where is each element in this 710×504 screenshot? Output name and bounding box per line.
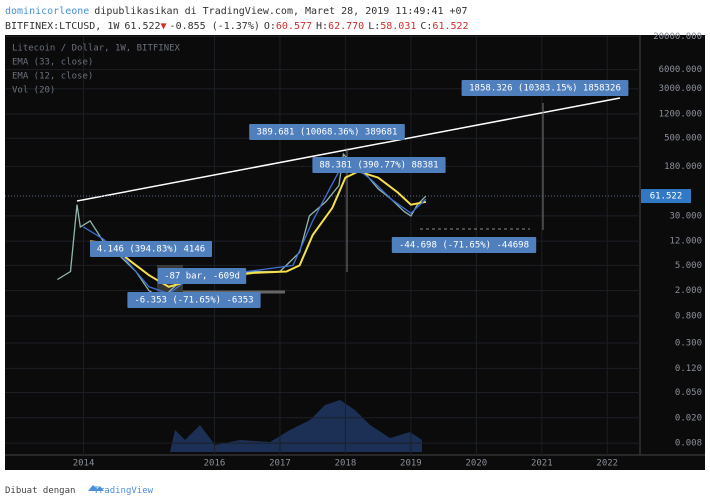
ohlc-value: 62.770 <box>328 21 364 32</box>
x-tick-label: 2018 <box>335 459 357 469</box>
trend-line <box>76 97 621 202</box>
y-tick-label: 0.300 <box>675 339 702 349</box>
y-tick-label: 6000.000 <box>659 65 702 75</box>
y-tick-label: 0.020 <box>675 413 702 423</box>
ohlc-value: 58.031 <box>380 21 416 32</box>
annotation-box <box>461 80 629 96</box>
annotation-label: 88.381 (390.77%) 88381 <box>319 161 438 171</box>
annotation-label: -6.353 (-71.65%) -6353 <box>134 296 253 306</box>
author[interactable]: dominicorleone <box>5 6 89 17</box>
annotation-label: 389.681 (10068.36%) 389681 <box>257 128 398 138</box>
last-price-label: 61.522 <box>650 192 683 202</box>
annotation-box <box>157 268 247 284</box>
annotation-box <box>127 292 261 308</box>
y-tick-label: 1200.000 <box>659 110 702 120</box>
y-tick-label: 5.000 <box>675 261 702 271</box>
symbol: BITFINEX:LTCUSD, 1W <box>5 21 120 32</box>
y-tick-label: 0.120 <box>675 364 702 374</box>
y-tick-label: 0.800 <box>675 311 702 321</box>
annotation-label: -87 bar, -609d <box>164 272 240 282</box>
y-tick-label: 12.000 <box>669 237 702 247</box>
ohlc-label: C: <box>420 21 432 32</box>
y-tick-label: 20000.000 <box>653 32 702 42</box>
header-line-2: BITFINEX:LTCUSD, 1W 61.522▼ -0.855 (-1.37%… <box>5 21 469 32</box>
ohlc-label: L: <box>368 21 380 32</box>
last-price-box <box>641 189 691 204</box>
legend-entry: EMA (33, close) <box>12 58 93 68</box>
y-tick-label: 500.000 <box>664 134 702 144</box>
x-tick-label: 2019 <box>400 459 422 469</box>
annotation-box <box>90 241 212 257</box>
x-tick-label: 2021 <box>531 459 553 469</box>
y-tick-label: 2.000 <box>675 286 702 296</box>
footer-text: Dibuat dengan TradingView <box>5 486 154 496</box>
x-tick-label: 2022 <box>596 459 618 469</box>
volume-area <box>170 400 422 452</box>
y-tick-label: 3000.000 <box>659 84 702 94</box>
footer-brand[interactable]: TradingView <box>93 486 153 496</box>
header-line-1: dominicorleone dipublikasikan di TradingV… <box>5 6 468 17</box>
ema-line <box>89 170 427 288</box>
x-tick-label: 2017 <box>269 459 291 469</box>
legend-entry: Vol (20) <box>12 86 55 96</box>
last: 61.522 <box>124 21 160 32</box>
ema-line <box>83 164 427 295</box>
y-tick-label: 180.000 <box>664 162 702 172</box>
arrow: ▼ <box>161 21 167 32</box>
y-tick-label: 30.000 <box>669 211 702 221</box>
footer-label: Dibuat dengan <box>5 486 75 496</box>
ohlc-value: 60.577 <box>276 21 312 32</box>
x-tick-label: 2020 <box>465 459 487 469</box>
legend-entry: Litecoin / Dollar, 1W, BITFINEX <box>12 44 181 54</box>
annotation-box <box>391 237 537 253</box>
x-tick-label: 2014 <box>73 459 95 469</box>
ohlc-label: O: <box>264 21 276 32</box>
ohlc-label: H: <box>316 21 328 32</box>
annotation-label: -44.698 (-71.65%) -44698 <box>399 241 529 251</box>
y-tick-label: 0.008 <box>675 439 702 449</box>
annotation-label: 1858.326 (10383.15%) 1858326 <box>469 84 621 94</box>
tradingview-logo <box>88 485 104 491</box>
x-tick-label: 2016 <box>204 459 226 469</box>
published: dipublikasikan di TradingView.com, Maret… <box>94 6 467 17</box>
ohlc-value: 61.522 <box>432 21 468 32</box>
annotation-box <box>249 124 405 140</box>
annotation-label: 4.146 (394.83%) 4146 <box>97 245 205 255</box>
change: -0.855 (-1.37%) <box>170 21 260 32</box>
y-tick-label: 0.050 <box>675 388 702 398</box>
legend-entry: EMA (12, close) <box>12 72 93 82</box>
annotation-box <box>312 157 446 173</box>
